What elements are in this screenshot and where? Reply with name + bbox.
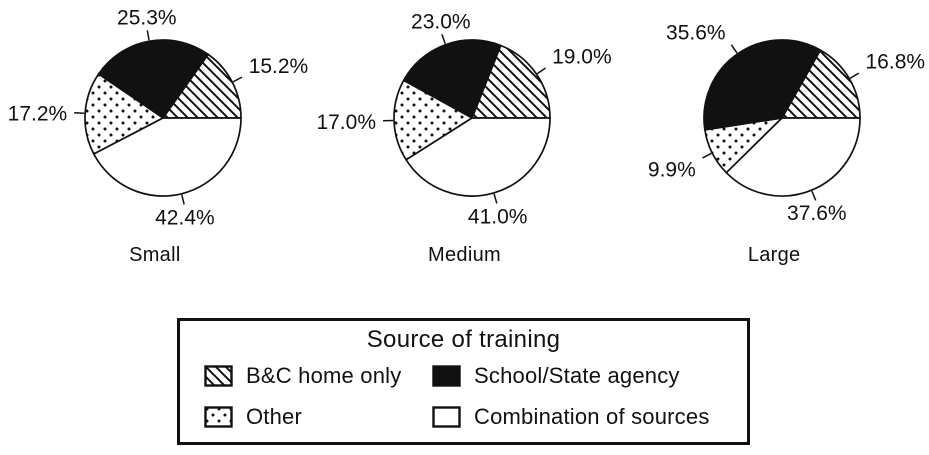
pie-group-small: 15.2% 25.3% 17.2% 42.4% Small: [0, 0, 310, 267]
leader-tick: [73, 111, 85, 115]
legend-box: Source of training B&C home only School/…: [177, 318, 750, 445]
slice-percentage-label: 17.2%: [7, 103, 67, 126]
pie-chart-medium: 19.0% 23.0% 17.0% 41.0%: [317, 10, 613, 228]
pie-caption-large: Large: [747, 244, 801, 266]
pie-slice-b-c-home-only: [471, 44, 552, 119]
pie-chart-small: 15.2% 25.3% 17.2% 42.4%: [7, 6, 309, 229]
slice-percentage-label: 15.2%: [249, 55, 309, 78]
legend-item-other: Other: [204, 404, 432, 430]
pie-slice-combination-of-sources: [725, 117, 861, 197]
pie-slice-school-state-agency: [97, 39, 209, 119]
legend-item-label: Other: [246, 404, 303, 429]
legend-swatch-rect: [432, 406, 461, 428]
pies-row: 15.2% 25.3% 17.2% 42.4% Small 19.0% 23.0% 17.…: [0, 0, 929, 267]
slice-percentage-label: 17.0%: [317, 111, 377, 134]
swatch-dots-icon: [204, 406, 233, 428]
pie-chart-large: 16.8% 35.6% 9.9% 37.6%: [648, 21, 926, 225]
leader-tick: [849, 72, 860, 79]
swatch-solid-black-icon: [432, 365, 461, 387]
pie-slice-school-state-agency: [703, 39, 822, 131]
slice-percentage-label: 16.8%: [866, 51, 926, 74]
pie-slice-other: [393, 79, 474, 161]
leader-tick: [441, 34, 447, 44]
legend-item-label: B&C home only: [246, 363, 402, 388]
leader-tick: [232, 76, 243, 83]
pie-caption-small: Small: [129, 244, 181, 266]
slice-percentage-label: 42.4%: [155, 206, 215, 229]
legend-grid: B&C home only School/State agency Other …: [204, 363, 747, 430]
swatch-diagonal-hatch-icon: [204, 365, 233, 387]
swatch-white-icon: [432, 406, 461, 428]
leader-tick: [493, 193, 499, 204]
leader-tick: [180, 194, 185, 205]
pie-slice-combination-of-sources: [405, 117, 552, 197]
pie-slice-combination-of-sources: [92, 117, 242, 197]
leader-tick: [537, 67, 547, 75]
pie-slice-b-c-home-only: [781, 49, 861, 119]
pie-slice-other: [84, 73, 164, 155]
leader-tick: [730, 44, 738, 54]
pie-caption-medium: Medium: [428, 244, 501, 266]
legend-item-combination-of-sources: Combination of sources: [432, 404, 747, 430]
leader-tick: [702, 152, 712, 159]
legend-title: Source of training: [366, 326, 561, 353]
slice-percentage-label: 41.0%: [468, 205, 528, 228]
slice-percentage-label: 23.0%: [412, 10, 472, 33]
slice-percentage-label: 37.6%: [787, 202, 847, 225]
legend-item-bc-home-only: B&C home only: [204, 363, 432, 389]
pie-slice-b-c-home-only: [161, 53, 242, 119]
legend-item-school-state-agency: School/State agency: [432, 363, 747, 389]
legend-swatch-rect: [432, 365, 461, 387]
legend-item-label: Combination of sources: [474, 404, 710, 429]
slice-percentage-label: 19.0%: [553, 45, 613, 68]
pie-group-large: 16.8% 35.6% 9.9% 37.6% Large: [619, 0, 929, 267]
slice-percentage-label: 35.6%: [666, 21, 726, 44]
slice-percentage-label: 25.3%: [117, 6, 177, 29]
leader-tick: [811, 190, 817, 201]
legend-item-label: School/State agency: [474, 363, 680, 388]
leader-tick: [146, 30, 150, 41]
pie-slice-school-state-agency: [403, 39, 503, 119]
legend-swatch-rect: [204, 406, 233, 428]
pie-group-medium: 19.0% 23.0% 17.0% 41.0% Medium: [310, 0, 620, 267]
slice-percentage-label: 9.9%: [648, 158, 696, 181]
legend-swatch-rect: [204, 365, 233, 387]
